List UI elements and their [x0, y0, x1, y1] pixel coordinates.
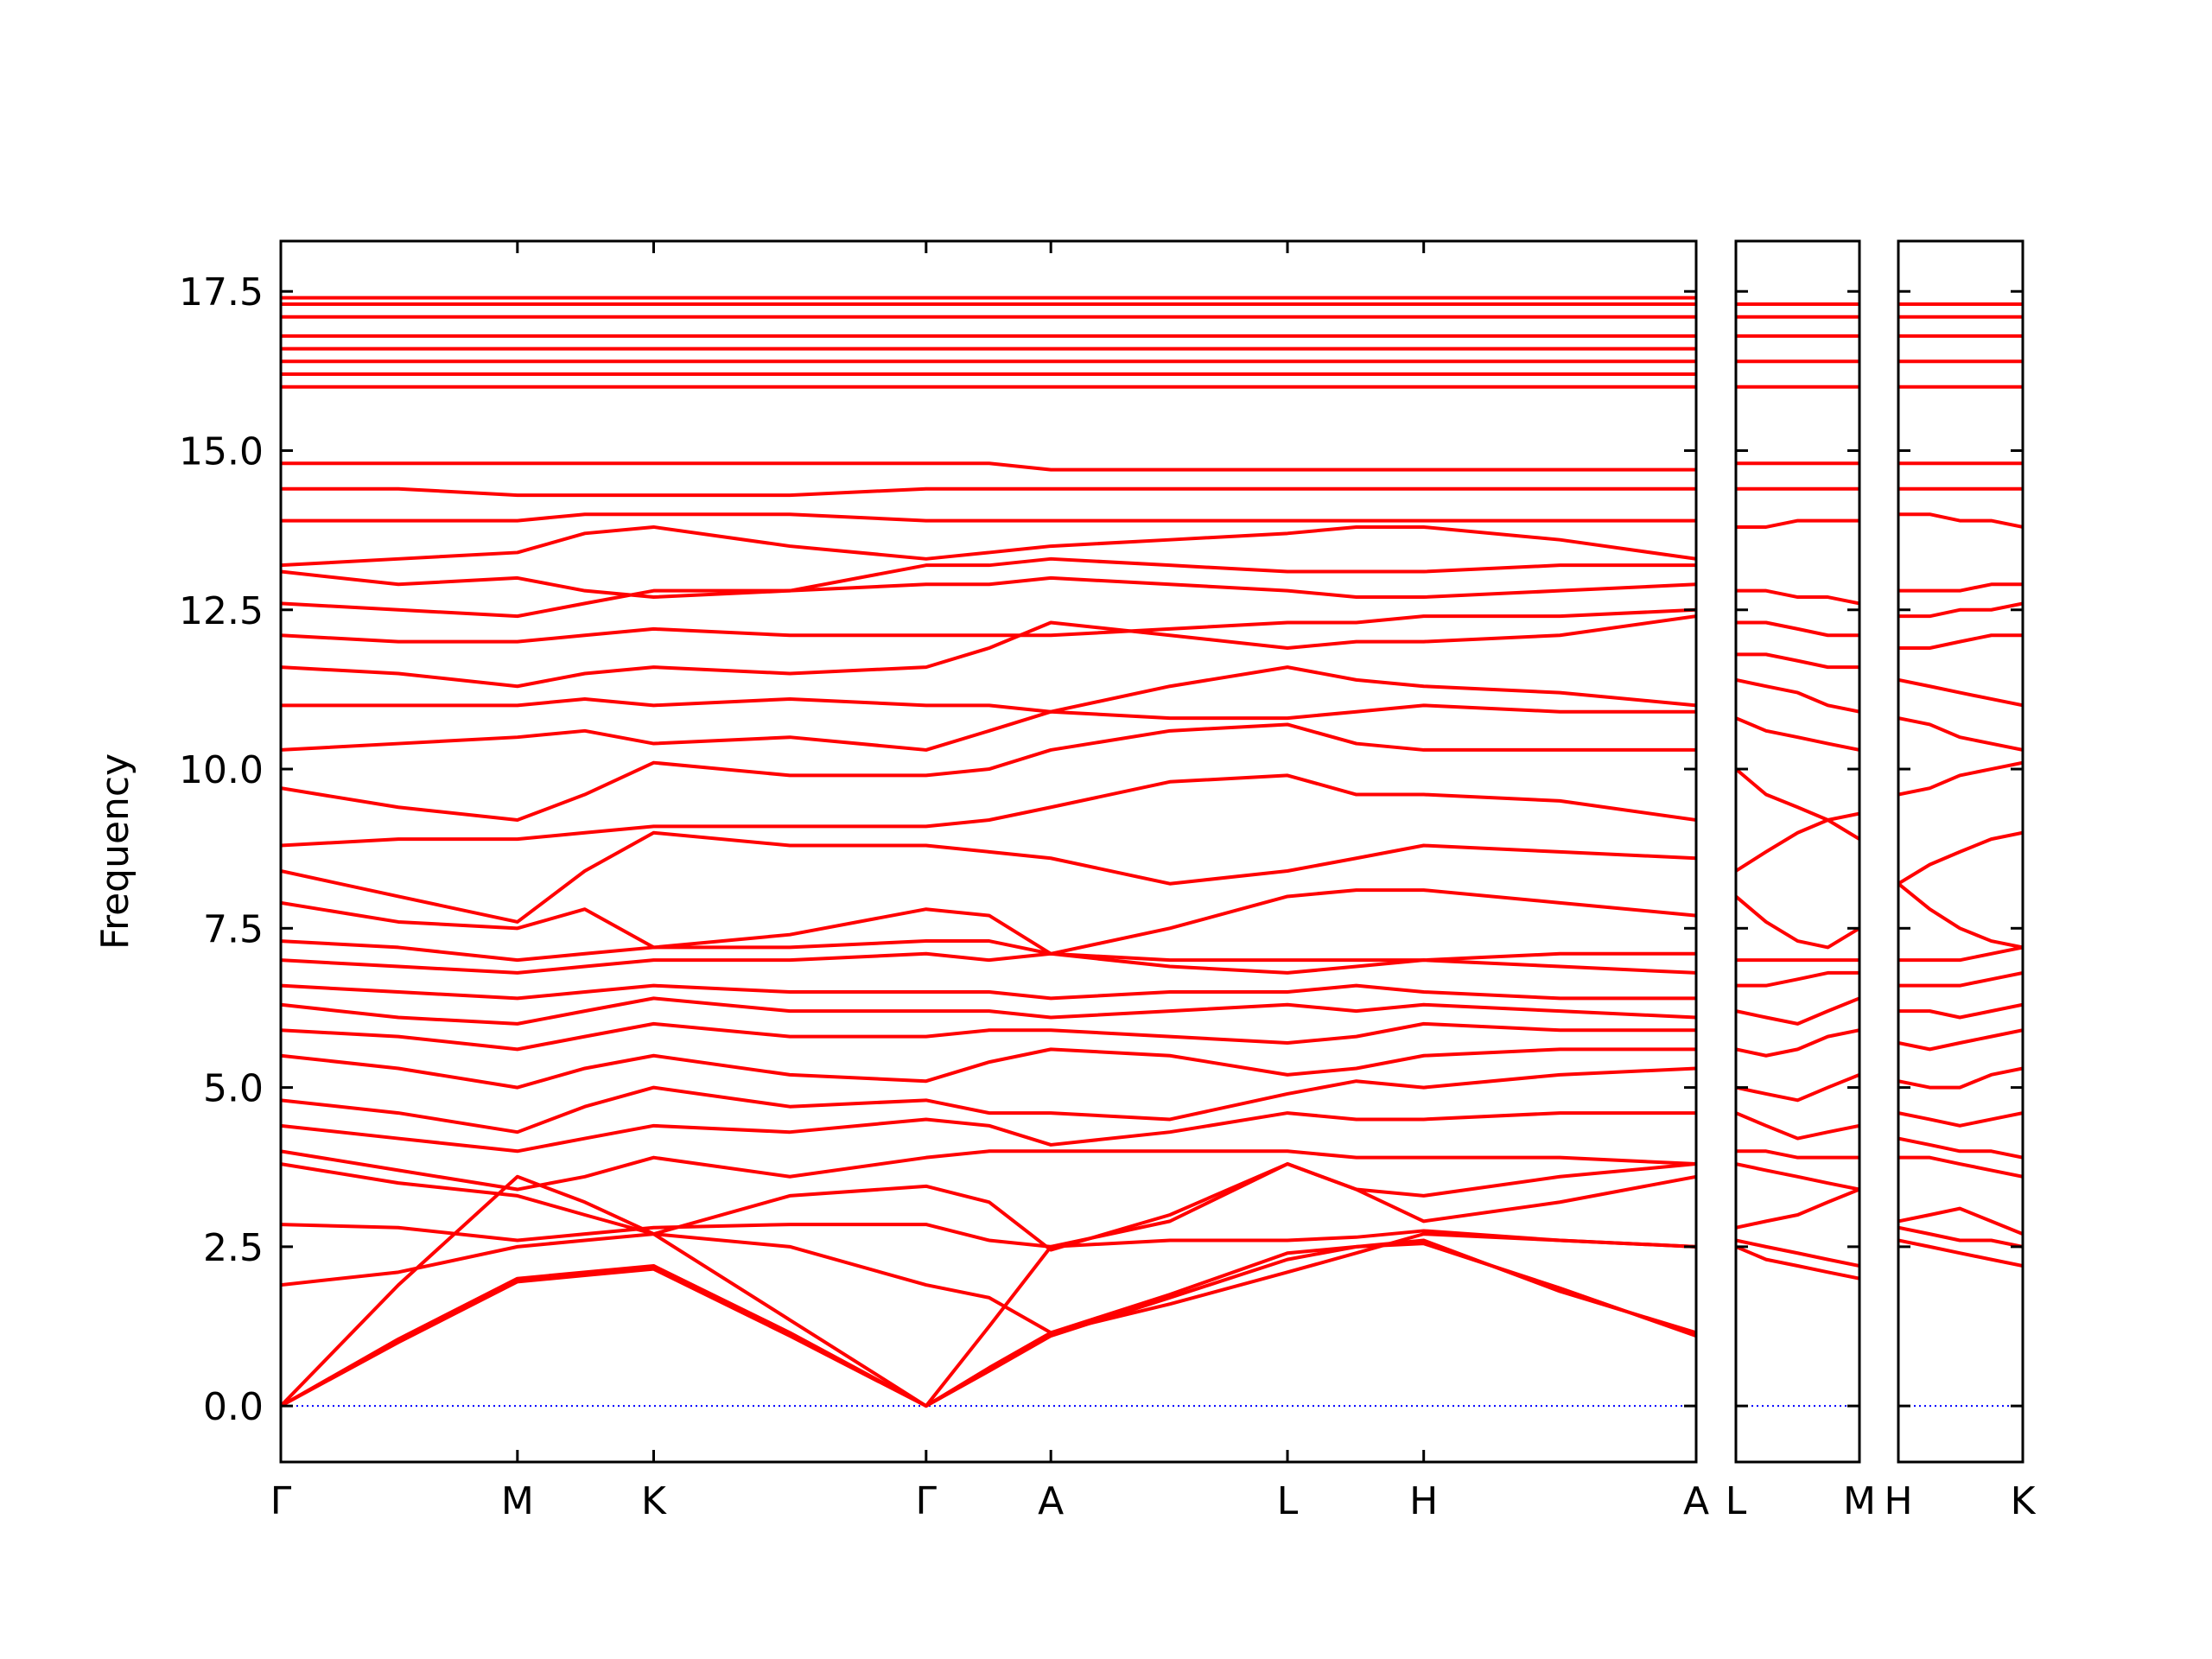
- x-tick-label: Γ: [916, 1479, 938, 1523]
- x-tick-label: L: [1277, 1479, 1299, 1523]
- band-line: [1736, 767, 1859, 841]
- band-line: [281, 1242, 1696, 1408]
- band-line: [281, 1047, 1696, 1090]
- band-line: [1736, 1187, 1859, 1230]
- band-line: [1736, 1111, 1859, 1141]
- band-line: [281, 951, 1696, 975]
- bands: [1898, 302, 2023, 1268]
- band-line: [1736, 1245, 1859, 1281]
- band-line: [281, 1066, 1696, 1135]
- x-tick-label: L: [1726, 1479, 1747, 1523]
- band-line: [281, 939, 1696, 963]
- band-line: [1736, 970, 1859, 988]
- band-line: [1898, 1206, 2023, 1236]
- band-line: [1898, 1066, 2023, 1090]
- band-line: [1898, 1136, 2023, 1160]
- band-line: [281, 486, 1696, 498]
- band-line: [281, 524, 1696, 568]
- band-line: [1898, 1111, 2023, 1128]
- band-line: [1898, 760, 2023, 797]
- y-tick-label: 5.0: [203, 1067, 264, 1111]
- band-line: [1898, 970, 2023, 988]
- band-line: [1736, 716, 1859, 752]
- band-line: [1736, 518, 1859, 529]
- band-line: [1736, 811, 1859, 873]
- band-line: [1898, 830, 2023, 886]
- band-line: [281, 665, 1696, 714]
- band-line: [1898, 1028, 2023, 1052]
- band-line: [1736, 652, 1859, 670]
- band-line: [1898, 882, 2023, 950]
- y-tick-label: 12.5: [179, 589, 264, 633]
- band-line: [281, 996, 1696, 1026]
- band-line: [1898, 1155, 2023, 1179]
- band-line: [281, 614, 1696, 689]
- band-line: [1898, 633, 2023, 650]
- axes-frame: [1734, 239, 1861, 1464]
- band-line: [281, 1149, 1696, 1192]
- y-tick-label: 7.5: [203, 907, 264, 951]
- band-line: [1898, 512, 2023, 529]
- band-line: [281, 1232, 1696, 1335]
- x-tick-label: A: [1683, 1479, 1709, 1523]
- band-line: [281, 1111, 1696, 1154]
- band-line: [1736, 996, 1859, 1026]
- x-tick-label: K: [2011, 1479, 2037, 1523]
- band-line: [1898, 582, 2023, 593]
- band-line: [281, 575, 1696, 619]
- band-line: [1736, 1072, 1859, 1103]
- band-line: [281, 1021, 1696, 1052]
- band-line: [1736, 677, 1859, 714]
- axes-frame: [279, 239, 1698, 1464]
- band-line: [281, 1238, 1696, 1408]
- band-line: [281, 773, 1696, 848]
- band-line: [281, 888, 1696, 956]
- x-tick-label: K: [641, 1479, 667, 1523]
- band-line: [1898, 1002, 2023, 1020]
- y-tick-label: 10.0: [179, 748, 264, 792]
- x-tick-label: A: [1038, 1479, 1064, 1523]
- band-line: [1898, 716, 2023, 752]
- y-tick-label: 17.5: [179, 270, 264, 315]
- band-line: [281, 703, 1696, 752]
- band-line: [1898, 601, 2023, 619]
- band-line: [281, 461, 1696, 472]
- band-line: [1736, 588, 1859, 606]
- y-tick-label: 15.0: [179, 430, 264, 474]
- band-line: [281, 512, 1696, 523]
- x-tick-label: Γ: [270, 1479, 292, 1523]
- band-line: [281, 607, 1696, 644]
- band-line: [1898, 1225, 2023, 1249]
- y-tick-label: 2.5: [203, 1226, 264, 1270]
- band-line: [1736, 1149, 1859, 1160]
- axes-frame: [1897, 239, 2024, 1464]
- band-line: [281, 1223, 1696, 1249]
- band-line: [281, 830, 1696, 924]
- band-line: [281, 722, 1696, 823]
- y-axis-label: Frequency: [93, 753, 137, 950]
- y-tick-label: 0.0: [203, 1385, 264, 1429]
- band-line: [281, 983, 1696, 1001]
- band-line: [1898, 1238, 2023, 1268]
- band-line: [1736, 1238, 1859, 1268]
- band-line: [1736, 1028, 1859, 1058]
- x-tick-label: M: [501, 1479, 534, 1523]
- bands: [281, 296, 1696, 1408]
- x-tick-label: M: [1843, 1479, 1876, 1523]
- band-line: [281, 556, 1696, 600]
- band-line: [281, 1162, 1696, 1252]
- bands: [1736, 302, 1859, 1281]
- band-line: [1898, 677, 2023, 708]
- band-line: [1736, 894, 1859, 950]
- x-tick-label: H: [1884, 1479, 1912, 1523]
- band-line: [1898, 945, 2023, 963]
- band-line: [1736, 620, 1859, 638]
- x-tick-label: H: [1409, 1479, 1438, 1523]
- band-line: [1736, 1162, 1859, 1192]
